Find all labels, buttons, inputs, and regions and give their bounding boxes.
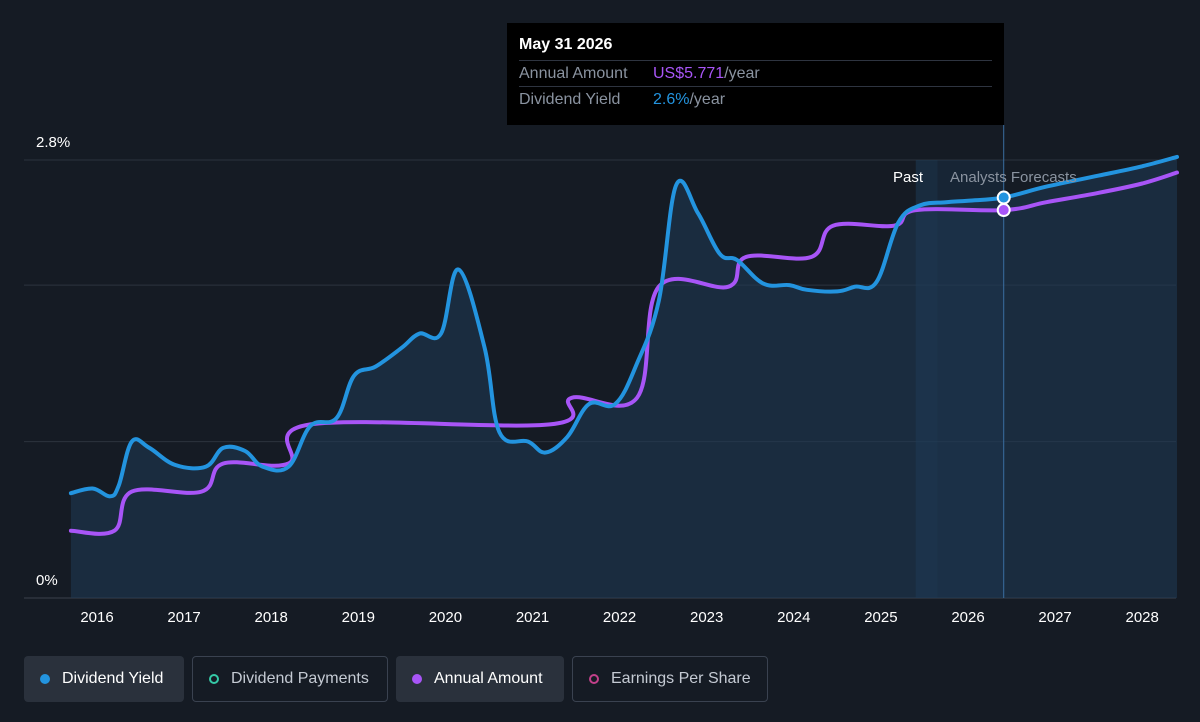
legend-earnings-per-share-button[interactable]: Earnings Per Share: [572, 656, 768, 702]
highlight-points: [996, 190, 1011, 218]
x-tick-label: 2020: [429, 609, 462, 626]
tooltip-yield-value: 2.6%: [653, 90, 690, 108]
tooltip-date: May 31 2026: [519, 36, 613, 53]
tooltip-yield-label: Dividend Yield: [519, 90, 621, 108]
y-tick-label-top: 2.8%: [36, 134, 71, 151]
x-tick-label: 2027: [1038, 609, 1071, 626]
legend-dividend-payments-button[interactable]: Dividend Payments: [192, 656, 388, 702]
series-line-dividend-yield: [68, 154, 1179, 499]
dividend-payments-ring-icon: [209, 674, 219, 684]
tooltip-amount-unit: /year: [724, 64, 760, 82]
annual-amount-dot-icon: [412, 674, 422, 684]
x-tick-label: 2019: [342, 609, 375, 626]
highlight-point-annual-amount: [996, 203, 1011, 218]
tooltip-yield-unit: /year: [689, 90, 726, 108]
x-tick-label: 2025: [864, 609, 897, 626]
legend: Dividend Yield Dividend Payments Annual …: [24, 656, 768, 702]
x-tick-label: 2017: [167, 609, 200, 626]
x-tick-label: 2022: [603, 609, 636, 626]
past-label: Past: [893, 169, 924, 186]
x-tick-label: 2016: [80, 609, 113, 626]
y-tick-label-bottom: 0%: [36, 572, 58, 589]
tooltip-amount-label: Annual Amount: [519, 64, 628, 82]
x-tick-label: 2023: [690, 609, 723, 626]
tooltip: May 31 2026 Annual Amount US$5.771 /year…: [507, 23, 1004, 125]
dividend-yield-area: [70, 156, 1177, 598]
highlight-point-dividend-yield: [996, 190, 1011, 205]
x-tick-label: 2018: [255, 609, 288, 626]
x-tick-label: 2026: [951, 609, 984, 626]
legend-annual-amount-button[interactable]: Annual Amount: [396, 656, 564, 702]
x-tick-label: 2024: [777, 609, 810, 626]
x-axis: 2016 2017 2018 2019 2020 2021 2022 2023 2024 2025…: [80, 609, 1159, 626]
tooltip-amount-value: US$5.771: [653, 64, 725, 82]
legend-annual-amount-label: Annual Amount: [434, 670, 543, 687]
legend-dividend-yield-label: Dividend Yield: [62, 670, 164, 687]
legend-dividend-payments-label: Dividend Payments: [231, 670, 369, 687]
forecast-label: Analysts Forecasts: [950, 169, 1077, 186]
legend-earnings-per-share-label: Earnings Per Share: [611, 670, 751, 687]
tooltip-row-yield: Dividend Yield 2.6% /year: [519, 86, 992, 112]
dividend-yield-dot-icon: [40, 674, 50, 684]
tooltip-row-amount: Annual Amount US$5.771 /year: [519, 60, 992, 86]
x-tick-label: 2021: [516, 609, 549, 626]
earnings-per-share-ring-icon: [589, 674, 599, 684]
area-fills: [70, 156, 1177, 598]
legend-dividend-yield-button[interactable]: Dividend Yield: [24, 656, 184, 702]
x-tick-label: 2028: [1126, 609, 1159, 626]
